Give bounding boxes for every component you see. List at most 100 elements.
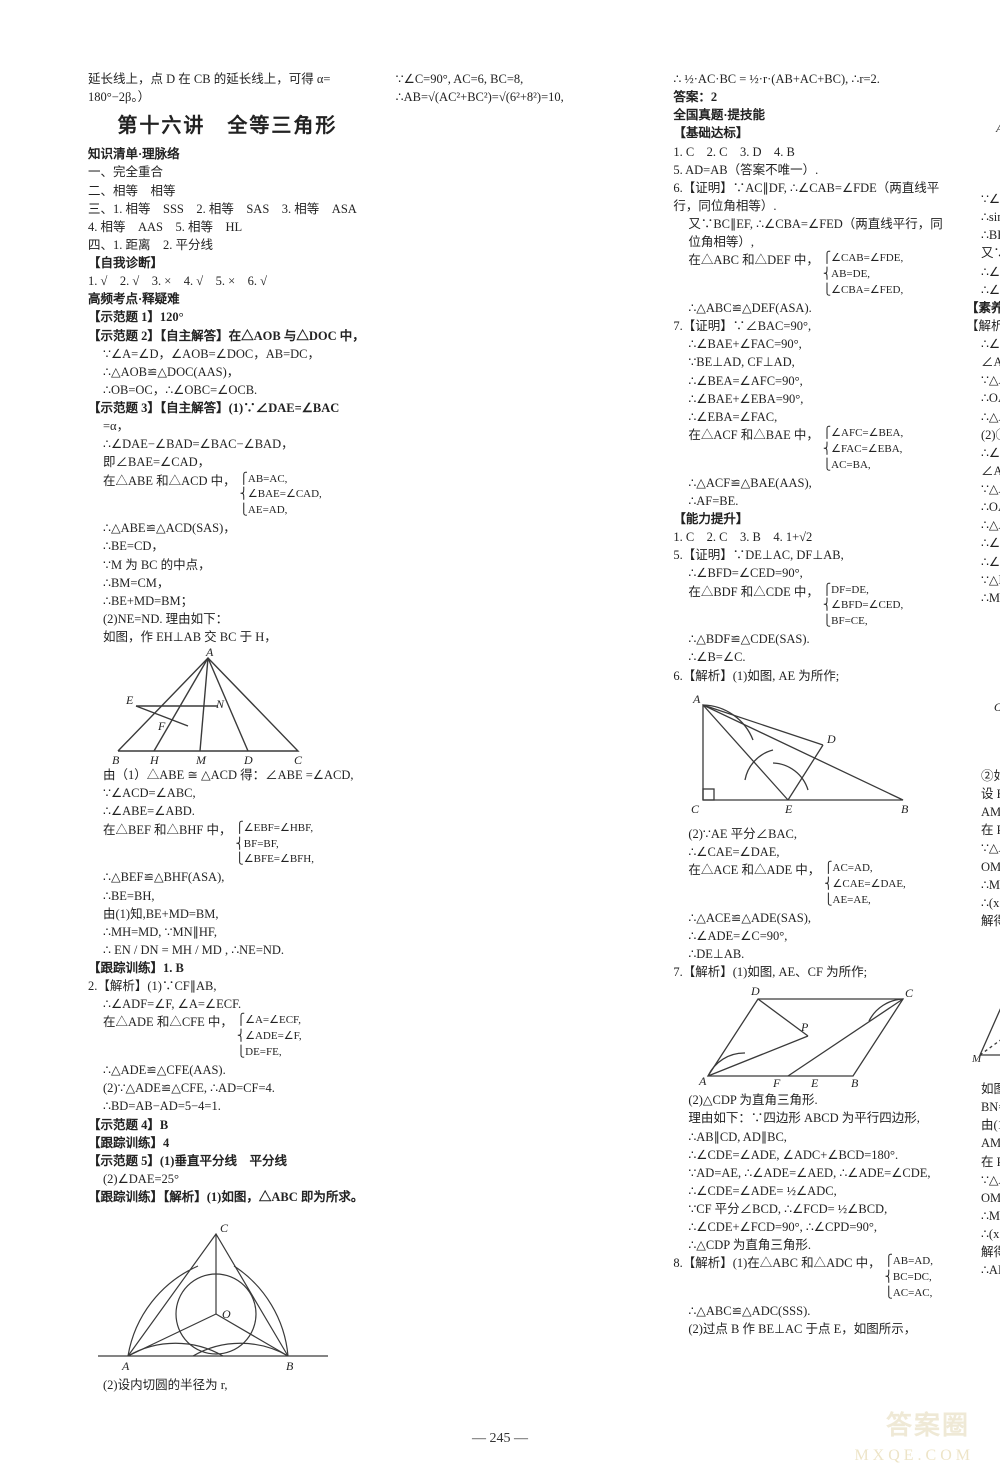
section-heading: 知识清单·理脉络: [88, 145, 367, 163]
label: O: [994, 700, 1000, 714]
text: 在△ABE 和△ACD 中，: [88, 472, 236, 520]
text: ∵∠C=90°, AC=6, BC=8,: [381, 70, 660, 88]
label: A: [121, 1359, 130, 1373]
example-3: 【示范题 3】【自主解答】(1)∵∠DAE=∠BAC: [88, 399, 367, 417]
page-number: — 245 —: [0, 1429, 1000, 1449]
text: (2)∵AE 平分∠BAC,: [673, 825, 952, 843]
text: ∴∠CDE+∠FCD=90°, ∴∠CPD=90°,: [673, 1218, 952, 1236]
text: ∴△BEF≌△BHF(ASA),: [88, 868, 367, 886]
label: H: [149, 753, 160, 766]
text: 6.【证明】∵AC∥DF, ∴∠CAB=∠FDE（两直线平行，同位角相等）.: [673, 179, 952, 215]
text: ∴ ½·AC·BC = ½·r·(AB+AC+BC), ∴r=2.: [673, 70, 952, 88]
text: ∴△ABE≌△ACD(SAS)，: [88, 519, 367, 537]
text: 6.【解析】(1)如图, AE 为所作;: [673, 667, 952, 685]
text: ∴OA=OB, OM=ON,: [966, 498, 1000, 516]
text: ∴△CDP 为直角三角形.: [673, 1236, 952, 1254]
example-2: 【示范题 2】【自主解答】在△AOB 与△DOC 中，: [88, 327, 367, 345]
figure-row: A B M N O 图3 A B M N O 图4: [966, 930, 1000, 1080]
text: ∵△AOB 和△MON 都是等腰直角三角形, OA=4, OM=3,: [966, 1171, 1000, 1207]
text: 在△ADE 和△CFE 中，: [88, 1013, 233, 1061]
text: ∴OA=OB, OM=ON,: [966, 389, 1000, 407]
text: ∵△AOB 和△MON 都是等腰直角三角形,: [966, 480, 1000, 498]
label: C: [905, 986, 914, 1000]
text: ∴MH=MD, ∵MN∥HF,: [88, 923, 367, 941]
label: O: [222, 1307, 231, 1321]
track-2: 【跟踪训练】4: [88, 1134, 367, 1152]
watermark-url: MXQE.COM: [854, 1444, 974, 1467]
brace-block: 8.【解析】(1)在△ABC 和△ADC 中， ⎧AB=AD, ⎨BC=DC, …: [673, 1254, 952, 1302]
text: ∴MN²=2ON², ∴AM²+BM²=2OM²;: [966, 589, 1000, 607]
text: 在 Rt△ABN 中, AN²+BN²=AB²,: [966, 1153, 1000, 1171]
text: ∵AD=AE, ∴∠ADE=∠AED, ∴∠ADE=∠CDE,: [673, 1164, 952, 1182]
example-4: 【示范题 4】B: [88, 1116, 367, 1134]
text: 在△BEF 和△BHF 中，: [88, 821, 232, 869]
tag-quality: 【素养提升题】: [966, 299, 1000, 317]
text: (2)NE=ND. 理由如下：: [88, 610, 367, 628]
text: (2)过点 B 作 BE⊥AC 于点 E，如图所示，: [673, 1320, 952, 1338]
label: N: [215, 697, 225, 711]
text: ∴∠AOB+∠AON=∠MON+∠AON, 即∠AOM=∠BON,: [966, 335, 1000, 371]
text: ∴∠BEA=∠AFC=90°,: [673, 372, 952, 390]
text: ∴MN=3√2, AB=4√2,: [966, 1207, 1000, 1225]
text: ∴BE=10,: [966, 226, 1000, 244]
text: ∴AF=BE.: [673, 492, 952, 510]
text: 四、1. 距离 2. 平分线: [88, 236, 367, 254]
text: ∴△ACF≌△BAE(AAS),: [673, 474, 952, 492]
example-1: 【示范题 1】120°: [88, 308, 367, 326]
text: (2)设内切圆的半径为 r,: [88, 1376, 367, 1394]
text: 5. AD=AB（答案不唯一）.: [673, 161, 952, 179]
text: 【示范题 3】【自主解答】(1)∵∠DAE=∠BAC: [88, 401, 339, 415]
text: ∴∠MAO=∠NBO=45°, AM=BN,: [966, 534, 1000, 552]
text: 在△ACF 和△BAE 中，: [673, 426, 819, 474]
example-5: 【示范题 5】(1)垂直平分线 平分线: [88, 1152, 367, 1170]
label: B: [286, 1359, 294, 1373]
figure-triangle-efn: A E F N B H M D C: [88, 646, 328, 766]
text: ∴AB=√(AC²+BC²)=√(6²+8²)=10,: [381, 88, 660, 106]
text: ∴∠BFD=∠CED=90°,: [673, 564, 952, 582]
text: 【跟踪训练】【解析】(1)如图，△ABC 即为所求。: [88, 1190, 363, 1204]
text: 解得 x = (√46 − 3√2)/2,: [966, 1243, 1000, 1261]
text: 由(1)知,BE+MD=BM,: [88, 905, 367, 923]
text: ∴∠ADE=∠C=90°,: [673, 927, 952, 945]
text: ∴△BDF≌△CDE(SAS).: [673, 630, 952, 648]
text: 在 Rt△ABN 中, AN²+BN²=AB²,: [966, 821, 1000, 839]
label: M: [971, 1053, 982, 1065]
brace-block: 在△BDF 和△CDE 中， ⎧DF=DE, ⎨∠BFD=∠CED, ⎩BF=C…: [673, 583, 952, 631]
text: 180°−2β。）: [88, 88, 367, 106]
text: 三、1. 相等 SSS 2. 相等 SAS 3. 相等 ASA 4. 相等 AA…: [88, 200, 367, 236]
text: 如图，作 EH⊥AB 交 BC 于 H，: [88, 628, 367, 646]
text: ∴△ACE≌△ADE(SAS),: [673, 909, 952, 927]
text: ∴(x−3√2)²+x²=(4√2)²,: [966, 894, 1000, 912]
text: ∴BM=CM，: [88, 574, 367, 592]
text: 一、完全重合: [88, 163, 367, 181]
text: ∴BE+MD=BM；: [88, 592, 367, 610]
text: 7.【解析】(1)如图, AE、CF 为所作;: [673, 963, 952, 981]
text: ∴∠B=∠C.: [673, 648, 952, 666]
text: 2.【解析】(1)∵CF∥AB,: [88, 977, 367, 995]
text: ∴∠AOB−∠BOM=∠MON−∠BOM, 即∠AOM=∠BON,: [966, 444, 1000, 480]
text: ∵△AOB 和△MON 都是等腰直角三角形,: [966, 371, 1000, 389]
text: (2)①连接 BN, ∵∠AOB=∠MON=90°,: [966, 426, 1000, 444]
text: ∴∠ADF=∠F, ∠A=∠ECF.: [88, 995, 367, 1013]
text: 在△BDF 和△CDE 中，: [673, 583, 819, 631]
text: ∴△ADE≌△CFE(AAS).: [88, 1061, 367, 1079]
text: (2)∠DAE=25°: [88, 1170, 367, 1188]
lesson-title: 第十六讲 全等三角形: [88, 112, 367, 141]
text: 【示范题 5】(1)垂直平分线 平分线: [88, 1154, 287, 1168]
text: ∴(x+3√2)²+x²=(4√2)²,: [966, 1225, 1000, 1243]
text: 理由如下：∵四边形 ABCD 为平行四边形,: [673, 1109, 952, 1127]
label: A: [205, 646, 214, 659]
label: B: [112, 753, 120, 766]
watermark-icon: 答案圈: [886, 1407, 970, 1445]
text: ∴△AOM≌△BON(SAS), ∴AM=BN;: [966, 408, 1000, 426]
text: ∴BD=AB−AD=5−4=1.: [88, 1097, 367, 1115]
figure-kite: A B C D E: [966, 70, 1000, 190]
text: 在△ABC 和△DEF 中，: [673, 251, 819, 299]
text: ∴ EN / DN = MH / MD , ∴NE=ND.: [88, 941, 367, 959]
text: 由(1)可知△AOM≌△BON, 可得 AM=BN 且 AM⊥BN,: [966, 1116, 1000, 1152]
label: E: [810, 1076, 819, 1090]
label: B: [901, 802, 909, 816]
text: 7.【证明】∵∠BAC=90°,: [673, 317, 952, 335]
text: ∴BE=BH,: [88, 887, 367, 905]
text: ∴∠MBN=90°, ∴MB²+BN²=MN²,: [966, 553, 1000, 571]
